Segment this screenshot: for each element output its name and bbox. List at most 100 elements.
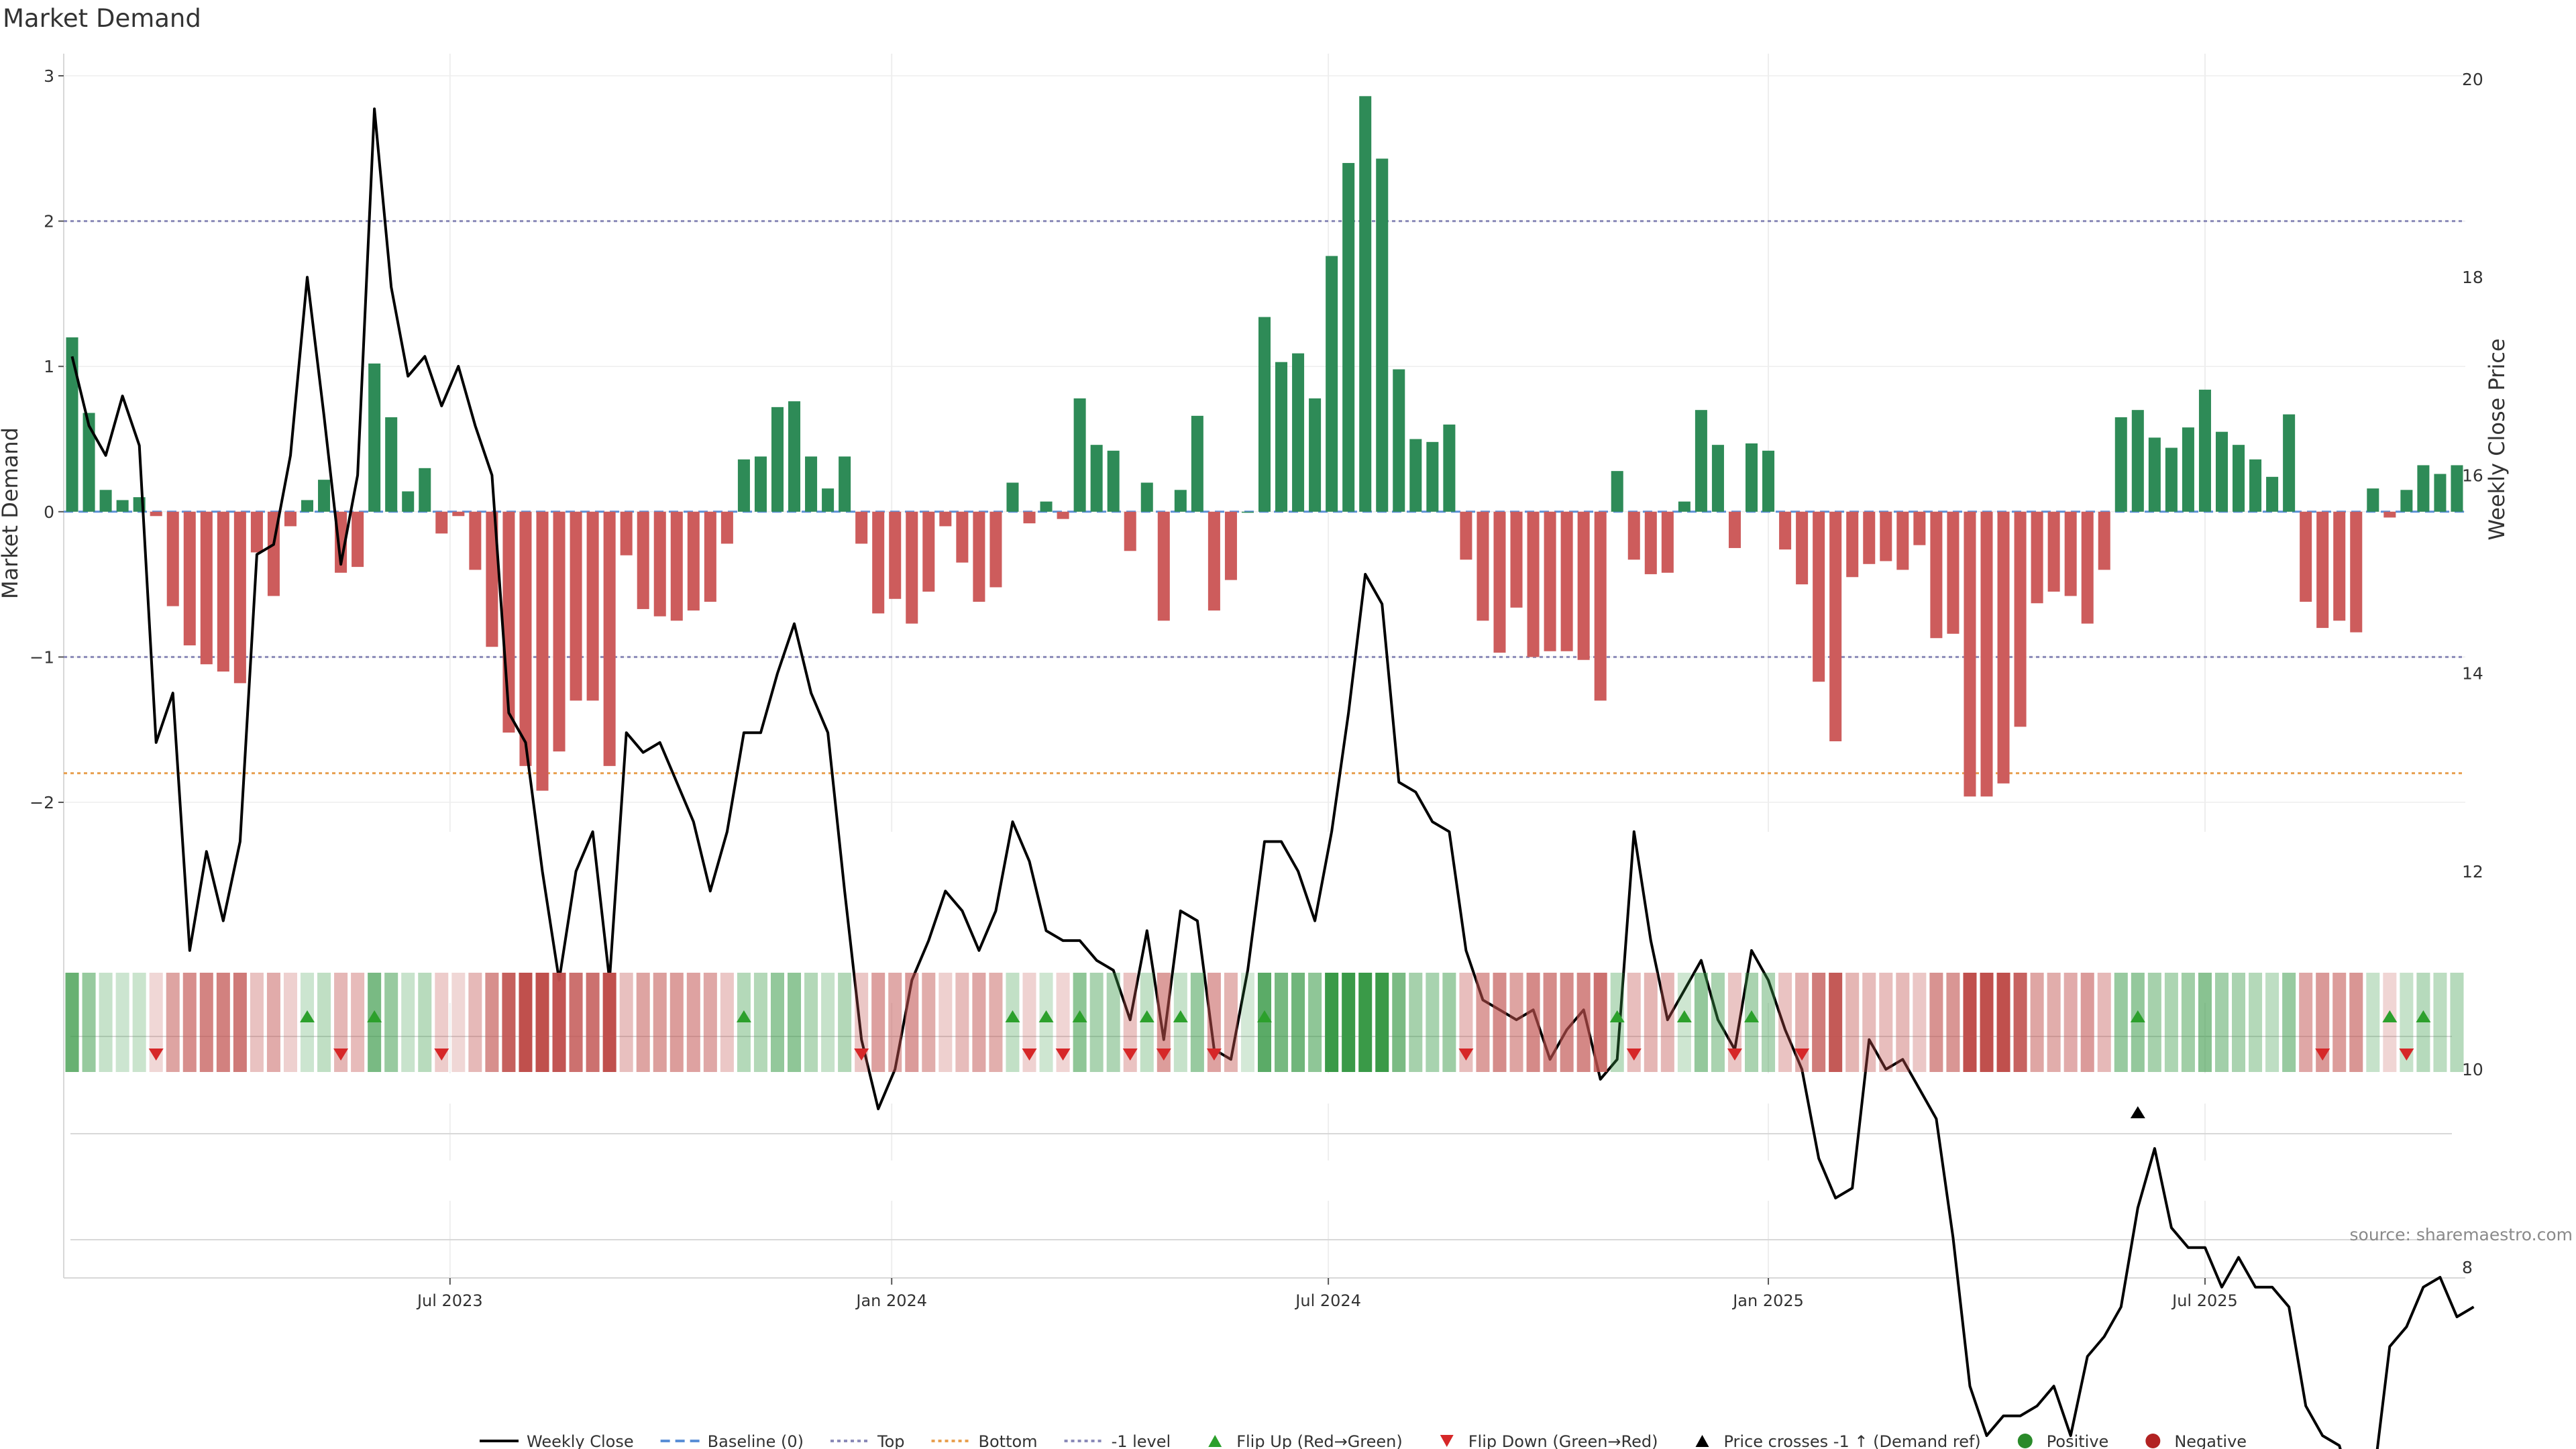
heat-cell (401, 973, 415, 1072)
heat-cell (788, 973, 802, 1072)
flip-up-marker (1609, 1010, 1625, 1022)
heat-cell (2198, 973, 2212, 1072)
flip-up-marker (2130, 1010, 2145, 1022)
heat-cell (1543, 973, 1557, 1072)
demand-bar (419, 468, 431, 512)
demand-bar (2451, 465, 2463, 512)
heat-cell (334, 973, 348, 1072)
heat-cell (199, 973, 213, 1072)
legend-label: Flip Up (Red→Green) (1236, 1432, 1403, 1449)
demand-bar (973, 511, 985, 602)
demand-bar (183, 511, 196, 646)
demand-bar (368, 363, 381, 512)
heat-cell (468, 973, 482, 1072)
legend-swatch-triangle-up (1695, 1435, 1709, 1447)
heat-cell (2265, 973, 2279, 1072)
demand-bar (653, 511, 666, 616)
heat-cell (1929, 973, 1943, 1072)
demand-bar (855, 511, 868, 544)
legend-label: Positive (2047, 1432, 2109, 1449)
heat-cell (2047, 973, 2061, 1072)
heat-cell (2332, 973, 2347, 1072)
heat-cell (2249, 973, 2263, 1072)
heat-cell (1913, 973, 1927, 1072)
demand-bar (1107, 450, 1120, 512)
y-left-tick-label: 0 (44, 502, 54, 522)
heat-cell (1829, 973, 1843, 1072)
demand-bar (1073, 398, 1086, 512)
heat-cell (250, 973, 264, 1072)
demand-bar (788, 401, 801, 512)
heat-cell (1240, 973, 1254, 1072)
heat-cell (804, 973, 818, 1072)
y-axis-left-label: Market Demand (0, 427, 23, 599)
heat-cell (1896, 973, 1910, 1072)
demand-bar (1208, 511, 1220, 611)
demand-bar (233, 511, 246, 684)
demand-bar (2383, 511, 2396, 518)
demand-bar (1746, 443, 1758, 512)
heat-cell (1123, 973, 1137, 1072)
y-right-tick-label: 8 (2462, 1258, 2473, 1277)
demand-bar (2300, 511, 2312, 602)
heat-cell (1711, 973, 1725, 1072)
heat-cell (753, 973, 767, 1072)
demand-bar (1695, 410, 1707, 512)
heat-cell (2366, 973, 2380, 1072)
flip-down-marker (1156, 1049, 1171, 1061)
demand-bar (2316, 511, 2329, 629)
demand-bar (1443, 424, 1456, 512)
demand-bar (2081, 511, 2094, 624)
demand-bar (2333, 511, 2346, 621)
heat-cell (1560, 973, 1574, 1072)
chart-title: Market Demand (3, 4, 201, 33)
demand-bar (872, 511, 885, 614)
demand-bar (200, 511, 213, 665)
heat-cell (1509, 973, 1523, 1072)
heat-cell (2097, 973, 2111, 1072)
heat-cell (653, 973, 667, 1072)
legend-label: Top (877, 1432, 905, 1449)
flip-down-marker (1458, 1049, 1474, 1061)
y-right-tick-label: 12 (2462, 862, 2483, 881)
heat-cell (669, 973, 684, 1072)
demand-bar (1947, 511, 1960, 634)
heat-cell (233, 973, 247, 1072)
x-tick-label: Jul 2023 (416, 1291, 483, 1310)
demand-bar (1997, 511, 2010, 784)
y-right-tick-label: 20 (2462, 70, 2483, 89)
x-tick-label: Jul 2025 (2171, 1291, 2238, 1310)
heat-cell (2316, 973, 2330, 1072)
heat-cell (182, 973, 197, 1072)
demand-bar (2047, 511, 2060, 592)
demand-bar (956, 511, 969, 563)
heat-cell (1593, 973, 1607, 1072)
heat-cell (1224, 973, 1238, 1072)
demand-bar (2114, 417, 2127, 512)
source-note: source: sharemaestro.com (2350, 1225, 2573, 1244)
legend-label: Baseline (0) (708, 1432, 804, 1449)
flip-up-marker (1038, 1010, 1054, 1022)
flip-up-marker (367, 1010, 382, 1022)
flip-up-marker (1005, 1010, 1020, 1022)
legend-item: Flip Up (Red→Green) (1208, 1432, 1403, 1449)
demand-bar (1930, 511, 1943, 639)
heat-cell (569, 973, 583, 1072)
flip-down-marker (333, 1049, 349, 1061)
heat-cell (535, 973, 549, 1072)
demand-bar (704, 511, 716, 602)
demand-bar (66, 337, 78, 512)
heat-cell (1089, 973, 1104, 1072)
heat-cell (636, 973, 650, 1072)
heat-cell (1426, 973, 1440, 1072)
demand-bar (99, 490, 112, 512)
flip-down-marker (1794, 1049, 1810, 1061)
flip-up-marker (1139, 1010, 1155, 1022)
demand-bar (1359, 96, 1372, 512)
y-right-tick-label: 14 (2462, 664, 2483, 684)
demand-bar (1326, 256, 1338, 512)
legend-label: Negative (2174, 1432, 2247, 1449)
flip-up-marker (1257, 1010, 1272, 1022)
demand-bar (452, 511, 465, 517)
demand-bar (318, 480, 331, 512)
